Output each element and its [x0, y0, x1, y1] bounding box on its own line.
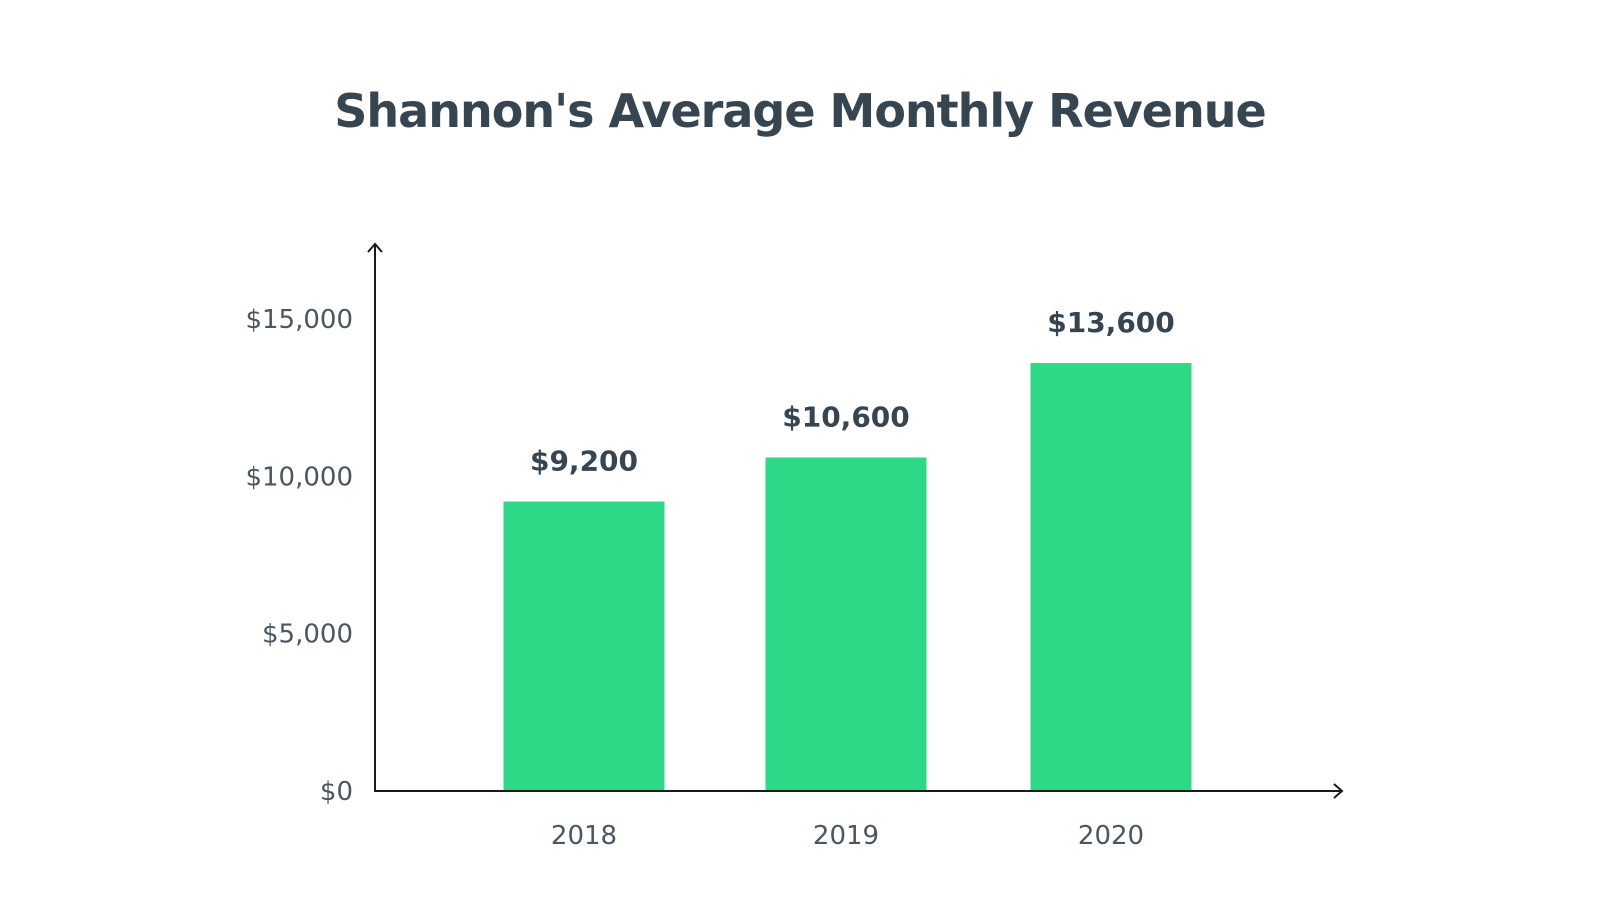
chart-title: Shannon's Average Monthly Revenue — [334, 84, 1266, 138]
x-tick-labels: 2018 2019 2020 — [551, 821, 1144, 851]
bar-2020 — [1030, 363, 1192, 791]
x-tick-label-2019: 2019 — [813, 821, 879, 851]
value-label-2018: $9,200 — [530, 445, 638, 478]
x-tick-label-2018: 2018 — [551, 821, 617, 851]
y-tick-label: $10,000 — [245, 462, 353, 492]
axes — [367, 242, 1344, 799]
bars — [503, 363, 1192, 791]
value-label-2020: $13,600 — [1047, 306, 1175, 339]
y-tick-label: $5,000 — [262, 620, 353, 650]
value-labels: $9,200 $10,600 $13,600 — [530, 306, 1175, 477]
y-tick-labels: $0 $5,000 $10,000 $15,000 — [245, 305, 353, 807]
bar-2019 — [765, 457, 927, 791]
value-label-2019: $10,600 — [782, 400, 910, 433]
y-tick-label: $15,000 — [245, 305, 353, 335]
x-axis-arrow-icon — [1333, 783, 1344, 799]
y-tick-label: $0 — [320, 777, 353, 807]
y-axis-arrow-icon — [367, 242, 383, 253]
x-tick-label-2020: 2020 — [1078, 821, 1144, 851]
bar-2018 — [503, 501, 665, 791]
